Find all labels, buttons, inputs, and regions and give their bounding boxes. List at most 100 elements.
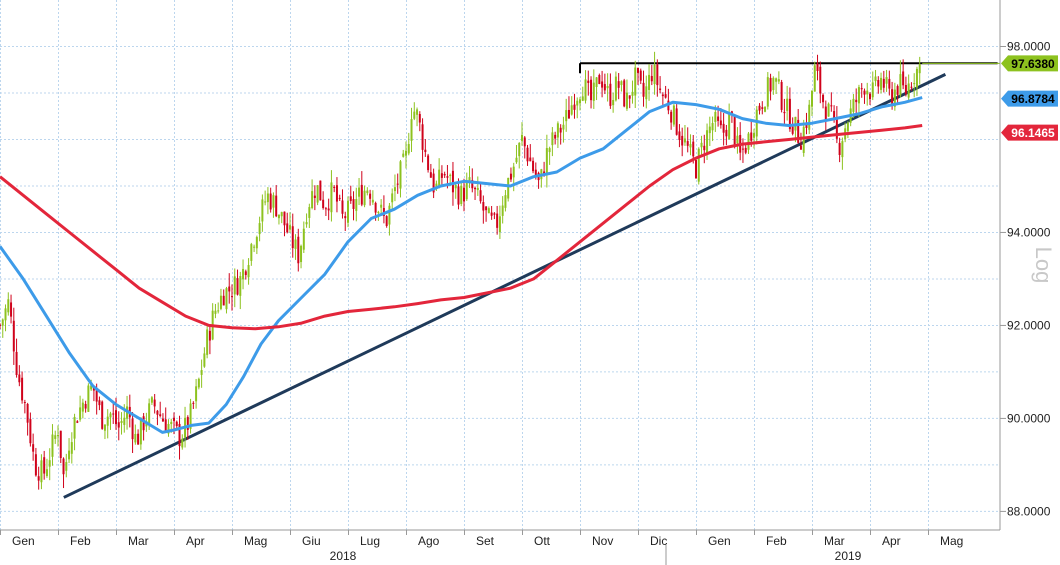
candle-body bbox=[286, 223, 289, 233]
candle-body bbox=[672, 105, 675, 125]
candle-body bbox=[54, 435, 57, 439]
x-tick-label: Gen bbox=[12, 534, 35, 548]
candle-body bbox=[507, 177, 510, 199]
candle-body bbox=[496, 213, 499, 228]
candle-body bbox=[446, 176, 449, 178]
candle-body bbox=[482, 202, 485, 211]
candle-body bbox=[341, 200, 344, 214]
candle-body bbox=[432, 173, 435, 193]
candle-body bbox=[675, 108, 678, 135]
candle-body bbox=[76, 421, 79, 423]
candle-body bbox=[835, 118, 838, 139]
candle-body bbox=[755, 109, 758, 137]
candle-body bbox=[515, 157, 518, 163]
candle-body bbox=[904, 85, 907, 94]
candle-body bbox=[186, 417, 189, 430]
candle-body bbox=[877, 80, 880, 87]
candle-body bbox=[324, 208, 327, 210]
candle-body bbox=[283, 211, 286, 226]
scale-label: Log bbox=[1031, 247, 1056, 284]
candle-body bbox=[161, 418, 164, 422]
candle-body bbox=[316, 185, 319, 203]
candle-body bbox=[222, 295, 225, 306]
candle-body bbox=[786, 98, 789, 111]
candle-body bbox=[722, 123, 725, 133]
candle-body bbox=[250, 244, 253, 261]
candle-body bbox=[562, 124, 565, 130]
candle-body bbox=[228, 286, 231, 292]
candle-body bbox=[399, 161, 402, 189]
candle-body bbox=[504, 195, 507, 208]
candle-body bbox=[239, 276, 242, 296]
candle-body bbox=[48, 460, 51, 467]
candle-body bbox=[117, 422, 120, 428]
candle-body bbox=[164, 419, 167, 432]
candle-body bbox=[703, 145, 706, 151]
candle-body bbox=[874, 76, 877, 82]
candle-body bbox=[231, 296, 233, 298]
candle-body bbox=[777, 79, 780, 82]
value-badge: 96.8784 bbox=[1001, 90, 1058, 107]
x-tick-label: Nov bbox=[592, 534, 613, 548]
candle-body bbox=[598, 75, 601, 84]
candle-body bbox=[159, 414, 162, 416]
candle-body bbox=[584, 79, 587, 101]
candle-body bbox=[857, 87, 860, 104]
candle-body bbox=[725, 129, 728, 137]
candle-body bbox=[457, 186, 460, 205]
candle-body bbox=[476, 187, 479, 191]
candle-body bbox=[45, 469, 48, 477]
candle-body bbox=[648, 74, 651, 90]
candle-body bbox=[824, 106, 827, 120]
candle-body bbox=[783, 111, 786, 114]
candle-body bbox=[592, 82, 595, 101]
candle-body bbox=[880, 77, 883, 90]
value-badges: 97.6380 96.8784 96.1465 bbox=[1001, 55, 1058, 141]
x-tick-label: Ago bbox=[418, 534, 440, 548]
candle-body bbox=[907, 83, 910, 98]
candle-body bbox=[891, 89, 894, 105]
candle-body bbox=[509, 173, 512, 180]
candle-body bbox=[479, 190, 482, 202]
x-tick-label: Feb bbox=[70, 534, 91, 548]
candle-body bbox=[863, 90, 866, 95]
candle-body bbox=[214, 310, 217, 314]
candle-body bbox=[775, 78, 778, 82]
candle-body bbox=[148, 403, 151, 425]
candle-body bbox=[534, 169, 537, 177]
candle-body bbox=[208, 330, 211, 341]
candle-body bbox=[753, 133, 755, 138]
candle-body bbox=[438, 169, 441, 188]
moving-average-lines bbox=[0, 62, 1000, 434]
y-tick-label: 90.0000 bbox=[1007, 411, 1051, 425]
candle-body bbox=[388, 205, 391, 225]
candle-body bbox=[758, 105, 761, 111]
candle-body bbox=[300, 245, 303, 263]
candle-body bbox=[695, 159, 697, 179]
candle-body bbox=[115, 410, 117, 425]
candle-body bbox=[819, 66, 822, 94]
candle-body bbox=[761, 107, 764, 109]
candle-body bbox=[195, 386, 198, 402]
candle-body bbox=[764, 106, 767, 112]
candle-body bbox=[137, 433, 140, 445]
candle-body bbox=[18, 374, 21, 383]
candle-body bbox=[313, 195, 316, 198]
candle-body bbox=[769, 77, 772, 92]
value-badge-shape bbox=[1001, 90, 1058, 107]
candle-body bbox=[70, 442, 73, 454]
candle-body bbox=[84, 403, 87, 409]
x-tick-label: Gen bbox=[708, 534, 731, 548]
candle-body bbox=[681, 135, 684, 146]
candle-body bbox=[645, 86, 648, 100]
candle-body bbox=[12, 320, 15, 352]
candle-body bbox=[225, 288, 228, 310]
value-badge-shape bbox=[1001, 124, 1058, 141]
candle-body bbox=[203, 353, 206, 367]
candle-body bbox=[358, 187, 361, 197]
candle-body bbox=[744, 147, 747, 153]
candle-body bbox=[529, 157, 532, 162]
candle-body bbox=[808, 104, 811, 130]
candle-body bbox=[302, 228, 305, 250]
candle-body bbox=[554, 134, 557, 139]
